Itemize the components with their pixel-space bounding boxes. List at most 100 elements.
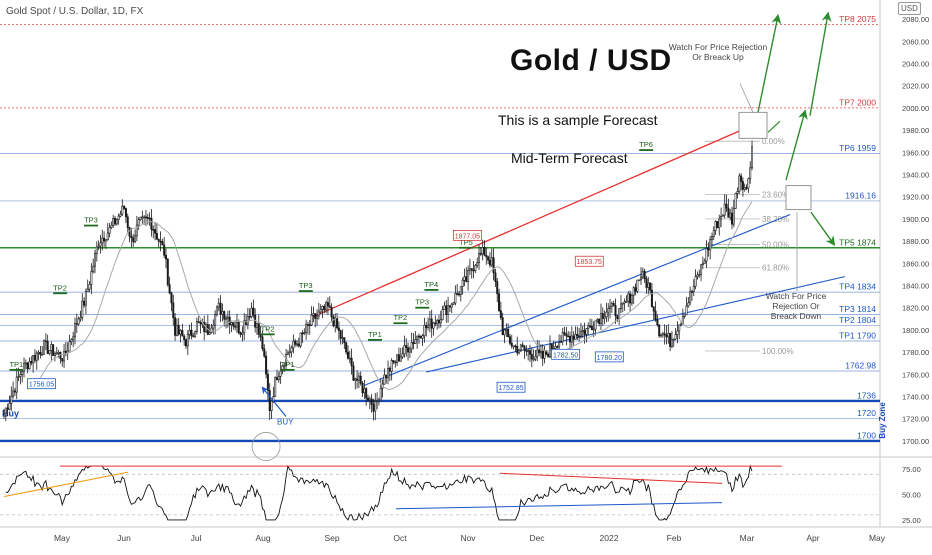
- candle-body: [164, 255, 167, 260]
- candle-body: [516, 346, 519, 354]
- candle-body: [263, 348, 266, 357]
- candle-body: [498, 293, 501, 311]
- candle-body: [170, 292, 173, 304]
- candle-body: [547, 353, 550, 358]
- candle-body: [490, 257, 493, 266]
- y-tick-label: 1740.00: [902, 393, 929, 402]
- candle-body: [210, 327, 213, 333]
- candle-body: [53, 353, 56, 357]
- candle-body: [421, 335, 424, 339]
- candle-body: [377, 399, 380, 402]
- candle-body: [385, 374, 388, 379]
- candle-body: [144, 216, 147, 219]
- candle-body: [376, 400, 379, 402]
- candle-body: [439, 319, 442, 324]
- candle-body: [581, 330, 584, 332]
- candle-body: [521, 344, 524, 348]
- candle-body: [354, 378, 357, 381]
- candle-body: [72, 336, 75, 340]
- candle-body: [572, 335, 575, 340]
- price-label-box: [594, 351, 624, 363]
- candle-body: [630, 295, 633, 304]
- y-tick-label: 1940.00: [902, 171, 929, 180]
- y-tick-label: 1780.00: [902, 348, 929, 357]
- x-tick-label: Jul: [191, 533, 202, 543]
- candle-body: [638, 279, 641, 282]
- tp-label: TP3: [415, 298, 429, 307]
- candle-body: [641, 270, 644, 278]
- candle-body: [450, 303, 453, 308]
- chart-title: Gold / USD: [510, 44, 672, 77]
- candle-body: [288, 351, 291, 354]
- candle-body: [239, 332, 242, 335]
- candle-body: [277, 376, 280, 381]
- candle-body: [290, 347, 293, 353]
- candle-body: [192, 335, 195, 338]
- level-label: 1720: [857, 408, 876, 418]
- candle-body: [343, 337, 346, 344]
- candle-body: [230, 322, 233, 325]
- buy-arrow: [261, 386, 287, 417]
- candle-body: [592, 328, 595, 331]
- level-label: TP5 1874: [839, 237, 876, 247]
- candle-body: [317, 311, 320, 317]
- candle-body: [481, 247, 484, 255]
- candle-body: [701, 263, 704, 266]
- candle-body: [399, 356, 402, 362]
- x-tick-label: Oct: [393, 533, 407, 543]
- candle-body: [530, 354, 533, 360]
- candle-body: [235, 322, 238, 328]
- price-label-text: 1853.75: [577, 259, 602, 266]
- candle-body: [387, 368, 390, 379]
- tp-label: TP3: [84, 216, 98, 225]
- candle-body: [94, 253, 97, 267]
- currency-badge[interactable]: USD: [898, 2, 921, 15]
- rsi-tick-label: 75.00: [902, 465, 921, 474]
- candle-body: [44, 340, 47, 343]
- candle-body: [454, 293, 457, 304]
- candle-body: [117, 215, 120, 221]
- candle-body: [445, 305, 448, 315]
- candle-body: [28, 361, 31, 370]
- candle-body: [110, 224, 113, 228]
- buy-mark-label: BUY: [277, 417, 294, 426]
- candle-body: [281, 365, 284, 372]
- candle-body: [286, 352, 289, 355]
- candle-body: [41, 354, 44, 356]
- horizontal-levels: TP8 2075 TP7 2000 TP6 1959 1916.16 TP5 1874 T…: [0, 14, 887, 443]
- candle-body: [656, 319, 659, 326]
- candle-body: [499, 310, 502, 318]
- candle-body: [712, 230, 715, 237]
- candle-body: [548, 343, 551, 358]
- buy-circle: [251, 432, 281, 461]
- candle-body: [61, 358, 64, 362]
- candle-body: [569, 335, 572, 343]
- fib-label: 38.20%: [762, 215, 789, 224]
- candle-body: [574, 333, 577, 340]
- candle-body: [179, 330, 182, 335]
- candle-body: [437, 319, 440, 324]
- candle-body: [10, 395, 13, 404]
- candle-body: [403, 345, 406, 355]
- candle-body: [368, 398, 371, 401]
- candle-body: [667, 332, 670, 338]
- candle-body: [183, 335, 186, 340]
- candle-body: [663, 333, 666, 336]
- candle-body: [257, 323, 260, 335]
- candle-body: [73, 323, 76, 338]
- candle-body: [359, 375, 362, 384]
- candle-body: [496, 281, 499, 295]
- candle-body: [452, 302, 455, 305]
- candle-body: [707, 248, 710, 251]
- moving-average: [39, 201, 753, 390]
- rsi-tick-label: 50.00: [902, 491, 921, 500]
- candle-body: [716, 221, 719, 229]
- y-tick-label: 2000.00: [902, 104, 929, 113]
- candle-body: [270, 400, 273, 411]
- level-label: 1916.16: [845, 190, 876, 200]
- arrow-down: [810, 211, 836, 247]
- candle-body: [99, 242, 102, 247]
- y-tick-label: 1700.00: [902, 437, 929, 446]
- y-tick-label: 1860.00: [902, 259, 929, 268]
- price-label-text: 1780.20: [597, 355, 622, 362]
